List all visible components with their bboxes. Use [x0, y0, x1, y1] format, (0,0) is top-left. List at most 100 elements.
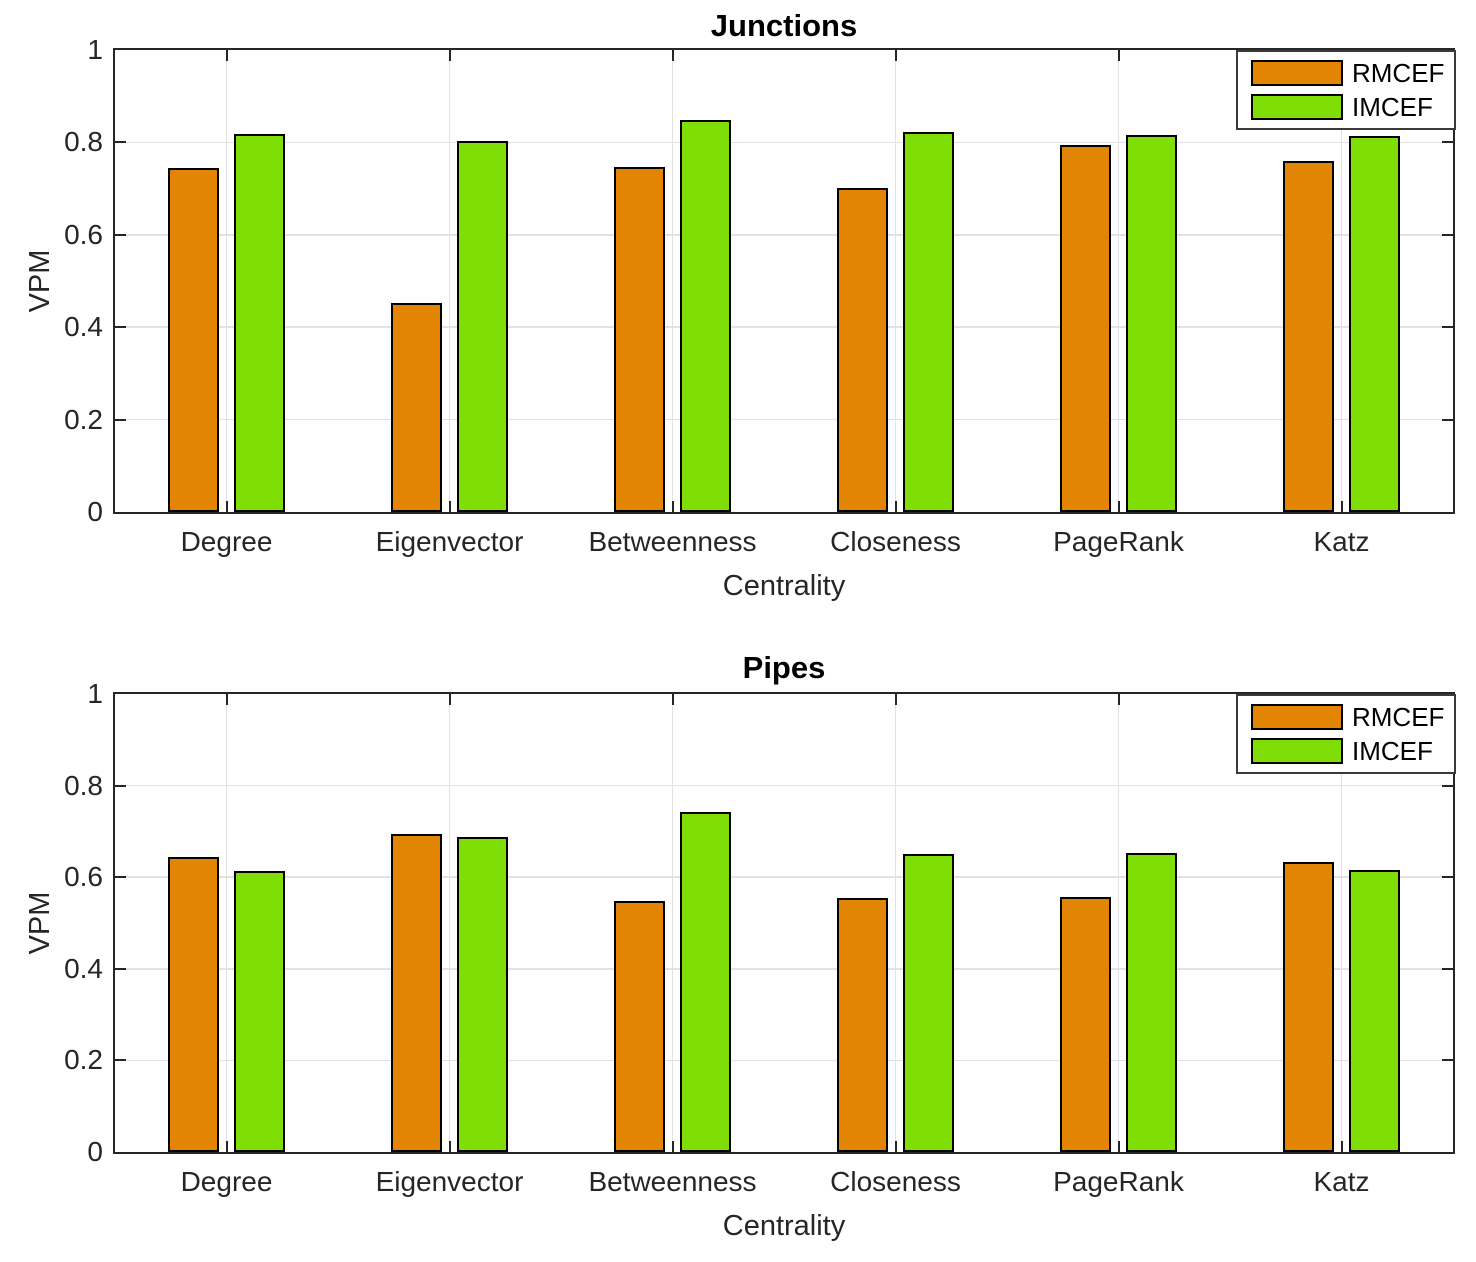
bar-rmcef-degree: [168, 856, 219, 1152]
x-tick-top: [448, 694, 451, 705]
x-gridline: [1117, 50, 1120, 512]
bar-rmcef-pagerank: [1060, 145, 1111, 512]
x-tick-label: Eigenvector: [375, 1166, 524, 1197]
x-gridline: [448, 50, 451, 512]
x-tick-label: Eigenvector: [375, 526, 524, 557]
bar-imcef-closeness: [903, 854, 954, 1152]
y-axis-label-junctions: VPM: [24, 249, 56, 313]
bar-imcef-eigenvector: [457, 141, 508, 512]
x-tick-top: [1117, 694, 1120, 705]
legend-label-imcef: IMCEF: [1352, 736, 1433, 766]
bar-imcef-katz: [1349, 136, 1400, 512]
legend-label-imcef: IMCEF: [1352, 92, 1433, 122]
y-tick-right: [1442, 418, 1453, 421]
x-axis-label-pipes: Centrality: [722, 1210, 846, 1242]
legend-swatch-rmcef: [1251, 704, 1343, 730]
chart-title-junctions: Junctions: [710, 8, 858, 43]
x-tick-bottom: [671, 1141, 674, 1152]
y-tick-right: [1442, 326, 1453, 329]
x-tick-bottom: [448, 1141, 451, 1152]
x-tick-bottom: [225, 501, 228, 512]
y-tick-right: [1442, 784, 1453, 787]
bar-rmcef-betweenness: [614, 900, 665, 1152]
y-tick-right: [1442, 876, 1453, 879]
x-tick-label: PageRank: [1053, 526, 1184, 557]
bar-imcef-betweenness: [680, 119, 731, 512]
legend-item-imcef: IMCEF: [1251, 737, 1454, 765]
legend-swatch-imcef: [1251, 94, 1343, 120]
y-tick-label: 0.2: [64, 1044, 103, 1076]
x-tick-label: Closeness: [830, 1166, 961, 1197]
x-tick-label: Betweenness: [588, 1166, 757, 1197]
x-gridline: [671, 50, 674, 512]
x-tick-top: [1117, 50, 1120, 61]
bar-rmcef-katz: [1283, 160, 1334, 512]
y-tick-left: [115, 418, 126, 421]
x-tick-top: [225, 50, 228, 61]
x-gridline: [1340, 694, 1343, 1152]
chart-title-pipes: Pipes: [742, 650, 826, 685]
y-gridline: [115, 234, 1453, 236]
y-tick-label: 0.8: [64, 126, 103, 158]
legend-item-rmcef: RMCEF: [1251, 59, 1454, 87]
y-gridline: [115, 326, 1453, 328]
y-gridline: [115, 968, 1453, 970]
x-gridline: [1340, 50, 1343, 512]
y-tick-left: [115, 967, 126, 970]
y-tick-right: [1442, 233, 1453, 236]
y-tick-label: 1: [87, 34, 103, 65]
bar-rmcef-pagerank: [1060, 896, 1111, 1152]
bar-imcef-betweenness: [680, 811, 731, 1152]
bar-rmcef-closeness: [837, 188, 888, 512]
bar-rmcef-katz: [1283, 862, 1334, 1152]
plot-area-junctions: 0 0.2 0.4 0.6 0.8 1 Degree Eigenvector Betweenne…: [64, 35, 1455, 557]
x-gridline: [225, 694, 228, 1152]
x-gridline: [1117, 694, 1120, 1152]
y-gridline: [115, 1059, 1453, 1062]
bar-rmcef-degree: [168, 167, 219, 512]
y-tick-left: [115, 326, 126, 329]
x-tick-bottom: [1340, 1141, 1343, 1152]
x-tick-label: Betweenness: [588, 526, 757, 557]
x-tick-bottom: [1340, 501, 1343, 512]
bar-rmcef-eigenvector: [391, 834, 442, 1152]
y-tick-label: 0.6: [64, 861, 103, 893]
x-tick-top: [894, 694, 897, 705]
y-tick-label: 0.8: [64, 769, 103, 801]
y-tick-left: [115, 1059, 126, 1062]
y-tick-left: [115, 233, 126, 236]
y-tick-label: 0: [87, 1136, 103, 1167]
bar-imcef-degree: [234, 871, 285, 1152]
bar-imcef-pagerank: [1126, 135, 1177, 512]
bar-imcef-closeness: [903, 132, 954, 512]
x-tick-label: Closeness: [830, 526, 961, 557]
y-tick-right: [1442, 141, 1453, 144]
y-gridline: [115, 784, 1453, 787]
x-tick-bottom: [1117, 1141, 1120, 1152]
x-tick-top: [671, 50, 674, 61]
y-tick-label: 0.2: [64, 403, 103, 435]
x-tick-bottom: [448, 501, 451, 512]
legend-item-imcef: IMCEF: [1251, 93, 1454, 121]
y-tick-label: 0: [87, 496, 103, 527]
x-tick-bottom: [894, 1141, 897, 1152]
x-tick-bottom: [1117, 501, 1120, 512]
x-tick-label: PageRank: [1053, 1166, 1184, 1197]
legend-junctions: RMCEF IMCEF: [1236, 50, 1456, 130]
x-tick-bottom: [225, 1141, 228, 1152]
bar-rmcef-betweenness: [614, 167, 665, 512]
y-tick-right: [1442, 1059, 1453, 1062]
legend-swatch-rmcef: [1251, 60, 1343, 86]
bar-rmcef-closeness: [837, 898, 888, 1152]
y-tick-label: 0.4: [64, 311, 103, 343]
x-gridline: [225, 50, 228, 512]
bar-imcef-katz: [1349, 869, 1400, 1152]
x-gridline: [894, 694, 897, 1152]
x-gridline: [894, 50, 897, 512]
x-gridline: [448, 694, 451, 1152]
y-gridline: [115, 876, 1453, 878]
y-tick-label: 0.4: [64, 952, 103, 984]
x-tick-bottom: [671, 501, 674, 512]
legend-pipes: RMCEF IMCEF: [1236, 694, 1456, 774]
